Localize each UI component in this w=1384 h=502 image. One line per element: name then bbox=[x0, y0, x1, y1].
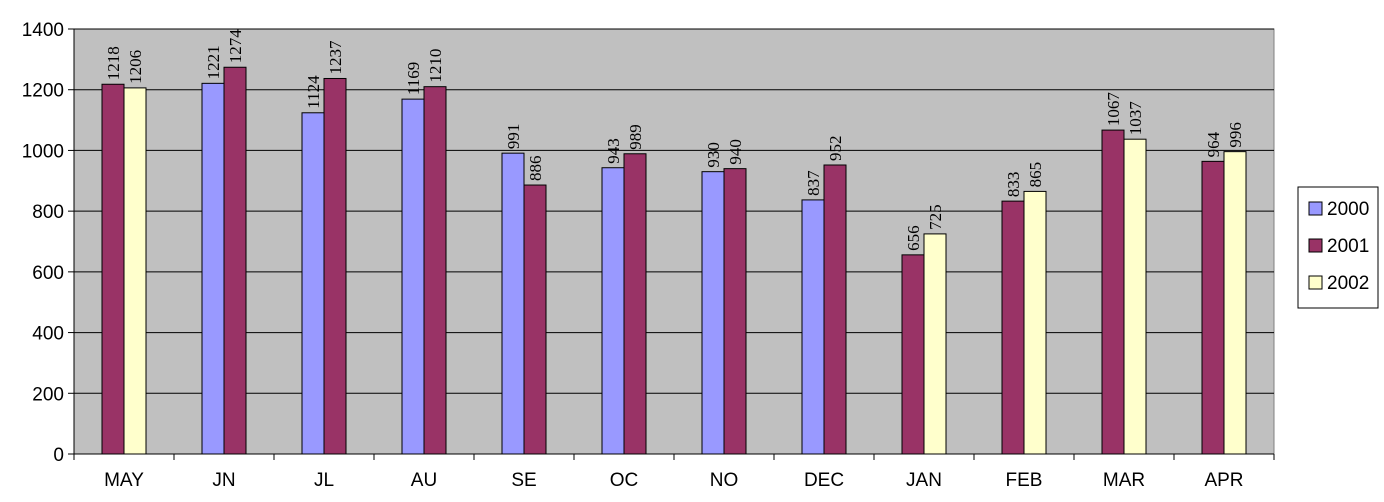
data-label: 1237 bbox=[326, 40, 345, 75]
x-tick-label: NO bbox=[710, 470, 739, 491]
bar-2001-apr bbox=[1201, 160, 1225, 455]
bar-2000-jn bbox=[201, 82, 225, 455]
y-tick-label: 200 bbox=[32, 384, 64, 405]
bar-2001-au bbox=[423, 86, 447, 455]
bar-2002-may bbox=[123, 87, 147, 455]
legend-swatch bbox=[1308, 238, 1323, 253]
data-label: 1169 bbox=[404, 62, 423, 95]
data-label: 1206 bbox=[126, 50, 145, 84]
data-label: 833 bbox=[1004, 172, 1023, 198]
plot-area bbox=[73, 28, 1275, 455]
data-label: 1274 bbox=[226, 29, 245, 64]
x-tick-label: MAY bbox=[104, 470, 144, 491]
bar-2001-se bbox=[523, 184, 547, 455]
x-tick-label: MAR bbox=[1103, 470, 1145, 491]
bar-2001-may bbox=[101, 83, 125, 455]
data-label: 1067 bbox=[1104, 92, 1123, 127]
x-tick-label: JN bbox=[212, 470, 235, 491]
y-tick-label: 800 bbox=[32, 202, 64, 223]
bar-2000-dec bbox=[801, 199, 825, 455]
bar-2001-oc bbox=[623, 153, 647, 455]
data-label: 886 bbox=[526, 156, 545, 182]
bar-2001-dec bbox=[823, 164, 847, 455]
data-label: 996 bbox=[1226, 122, 1245, 148]
data-label: 1221 bbox=[204, 45, 223, 79]
y-tick-label: 0 bbox=[53, 445, 64, 466]
bar-2001-jl bbox=[323, 77, 347, 455]
bar-2002-mar bbox=[1123, 138, 1147, 455]
data-label: 943 bbox=[604, 138, 623, 164]
data-label: 964 bbox=[1204, 131, 1223, 157]
data-label: 991 bbox=[504, 124, 523, 150]
data-label: 989 bbox=[626, 124, 645, 150]
legend-label: 2000 bbox=[1327, 199, 1369, 220]
data-label: 930 bbox=[704, 142, 723, 168]
x-tick-label: SE bbox=[511, 470, 536, 491]
x-tick-label: OC bbox=[610, 470, 639, 491]
bar-2001-no bbox=[723, 168, 747, 455]
bar-2000-no bbox=[701, 171, 725, 455]
data-label: 1210 bbox=[426, 49, 445, 83]
x-tick-label: JL bbox=[314, 470, 334, 491]
y-tick-label: 1200 bbox=[22, 81, 64, 102]
bar-2000-se bbox=[501, 152, 525, 455]
data-label: 837 bbox=[804, 170, 823, 196]
bar-2001-mar bbox=[1101, 129, 1125, 455]
data-label: 725 bbox=[926, 204, 945, 230]
data-label: 940 bbox=[726, 139, 745, 165]
y-tick-label: 600 bbox=[32, 263, 64, 284]
bar-2002-feb bbox=[1023, 190, 1047, 455]
y-tick-label: 400 bbox=[32, 324, 64, 345]
data-label: 952 bbox=[826, 136, 845, 162]
bar-2002-apr bbox=[1223, 151, 1247, 455]
bar-2000-oc bbox=[601, 167, 625, 455]
x-tick-label: JAN bbox=[906, 470, 942, 491]
y-tick-label: 1000 bbox=[22, 141, 64, 162]
bar-2002-jan bbox=[923, 233, 947, 455]
x-tick-label: APR bbox=[1204, 470, 1243, 491]
bar-2000-au bbox=[401, 98, 425, 455]
x-tick-label: DEC bbox=[804, 470, 844, 491]
data-label: 1037 bbox=[1126, 101, 1145, 136]
legend-item: 2002 bbox=[1308, 273, 1369, 294]
legend-label: 2001 bbox=[1327, 236, 1369, 257]
x-tick-label: AU bbox=[411, 470, 437, 491]
bars bbox=[101, 66, 1247, 455]
y-tick-label: 1400 bbox=[22, 20, 64, 41]
legend-item: 2000 bbox=[1308, 199, 1369, 220]
data-label: 656 bbox=[904, 225, 923, 251]
legend: 2000 2001 2002 bbox=[1297, 186, 1379, 309]
legend-label: 2002 bbox=[1327, 273, 1369, 294]
bar-2001-jan bbox=[901, 254, 925, 455]
gridlines bbox=[74, 28, 1274, 394]
legend-item: 2001 bbox=[1308, 236, 1369, 257]
x-tick-label: FEB bbox=[1006, 470, 1043, 491]
data-label: 1124 bbox=[304, 75, 323, 109]
data-label: 1218 bbox=[104, 46, 123, 80]
bar-2001-jn bbox=[223, 66, 247, 455]
bar-2001-feb bbox=[1001, 200, 1025, 455]
bar-2000-jl bbox=[301, 112, 325, 455]
y-axis-tick-labels: 0 200 400 600 800 1000 1200 1400 bbox=[22, 20, 74, 466]
data-label: 865 bbox=[1026, 162, 1045, 188]
legend-swatch bbox=[1308, 275, 1323, 290]
legend-swatch bbox=[1308, 201, 1323, 216]
x-axis-tick-labels: MAY JN JL AU SE OC NO DEC JAN FEB MAR APR bbox=[73, 454, 1275, 491]
